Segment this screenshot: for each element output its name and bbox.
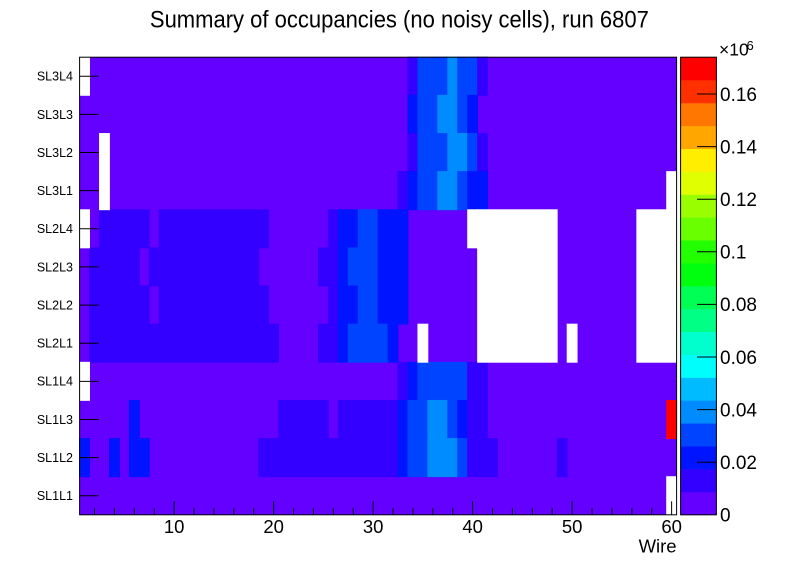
svg-text:×10: ×10 xyxy=(719,40,749,60)
svg-text:SL1L4: SL1L4 xyxy=(37,375,73,389)
svg-text:SL1L3: SL1L3 xyxy=(37,413,73,427)
svg-text:0.02: 0.02 xyxy=(720,453,757,474)
svg-text:0.12: 0.12 xyxy=(720,190,757,211)
svg-text:30: 30 xyxy=(363,516,384,537)
svg-text:SL2L4: SL2L4 xyxy=(37,222,73,236)
svg-text:SL1L2: SL1L2 xyxy=(37,451,73,465)
svg-text:SL2L2: SL2L2 xyxy=(37,298,73,312)
svg-text:SL3L4: SL3L4 xyxy=(37,70,73,84)
svg-text:0.06: 0.06 xyxy=(720,348,757,369)
svg-text:Summary of occupancies (no noi: Summary of occupancies (no noisy cells),… xyxy=(150,6,649,33)
svg-text:SL2L1: SL2L1 xyxy=(37,337,73,351)
svg-text:20: 20 xyxy=(263,516,284,537)
svg-text:50: 50 xyxy=(562,516,583,537)
svg-text:0: 0 xyxy=(720,506,731,527)
svg-text:SL1L1: SL1L1 xyxy=(37,489,73,503)
svg-text:SL3L1: SL3L1 xyxy=(37,184,73,198)
svg-text:0.1: 0.1 xyxy=(720,243,746,264)
svg-text:0.08: 0.08 xyxy=(720,295,757,316)
svg-text:60: 60 xyxy=(661,516,682,537)
svg-text:40: 40 xyxy=(462,516,483,537)
svg-text:SL3L2: SL3L2 xyxy=(37,146,73,160)
svg-text:6: 6 xyxy=(747,38,754,53)
svg-text:0.16: 0.16 xyxy=(720,85,757,106)
svg-text:0.04: 0.04 xyxy=(720,400,757,421)
svg-text:SL3L3: SL3L3 xyxy=(37,108,73,122)
svg-text:10: 10 xyxy=(164,516,185,537)
svg-text:Wire: Wire xyxy=(639,536,677,557)
svg-text:0.14: 0.14 xyxy=(720,137,757,158)
svg-text:SL2L3: SL2L3 xyxy=(37,260,73,274)
